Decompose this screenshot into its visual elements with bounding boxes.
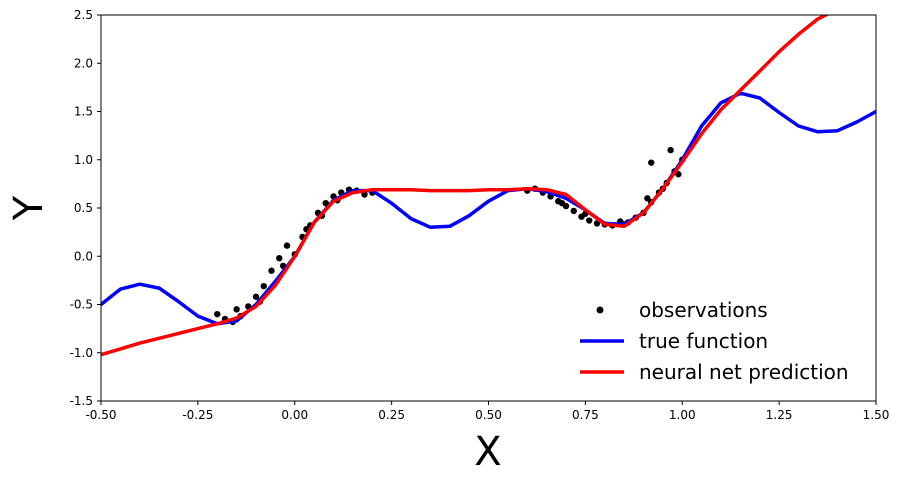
legend-label-observations: observations — [639, 298, 768, 322]
observation-point — [667, 146, 674, 154]
observation-point — [648, 159, 655, 166]
y-tick-label: -0.5 — [70, 298, 93, 312]
observation-point — [675, 171, 682, 178]
true-function-line — [101, 91, 876, 326]
y-tick-label: 1.5 — [74, 105, 93, 119]
x-axis-title: X — [474, 429, 501, 475]
observation-point — [268, 267, 275, 274]
x-tick-label: 0.25 — [378, 408, 405, 422]
y-tick-label: 0.5 — [74, 201, 93, 215]
y-tick-label: 0.0 — [74, 249, 93, 263]
observation-point — [570, 207, 577, 215]
x-tick-label: 1.25 — [766, 408, 793, 422]
neural-net-prediction-line — [101, 15, 830, 357]
x-tick-label: -0.50 — [85, 408, 116, 422]
y-tick-label: -1.0 — [70, 346, 93, 360]
observation-point — [233, 306, 240, 313]
observation-point — [361, 191, 368, 198]
legend-label-true-function: true function — [639, 329, 768, 353]
y-tick-label: 2.5 — [74, 8, 93, 22]
y-tick-label: 2.0 — [74, 56, 93, 70]
x-tick-label: 0.00 — [281, 408, 308, 422]
observation-point — [586, 217, 593, 224]
plot-area — [101, 15, 876, 401]
legend-marker-observations — [596, 306, 604, 314]
x-tick-label: 1.50 — [863, 408, 890, 422]
x-tick-label: 0.50 — [475, 408, 502, 422]
y-tick-label: -1.5 — [70, 394, 93, 408]
observation-point — [260, 282, 267, 290]
y-axis-title: Y — [6, 195, 52, 221]
observation-point — [252, 293, 260, 300]
legend: observations true function neural net pred… — [580, 298, 849, 384]
observation-point — [276, 254, 283, 262]
observation-point — [558, 199, 566, 207]
legend-label-neural-net-prediction: neural net prediction — [639, 360, 849, 384]
observation-point — [283, 242, 291, 249]
observation-point — [214, 310, 221, 318]
y-tick-label: 1.0 — [74, 153, 93, 167]
x-tick-label: -0.25 — [182, 408, 213, 422]
observation-point — [644, 195, 651, 202]
x-tick-label: 0.75 — [572, 408, 599, 422]
x-tick-label: 1.00 — [669, 408, 696, 422]
